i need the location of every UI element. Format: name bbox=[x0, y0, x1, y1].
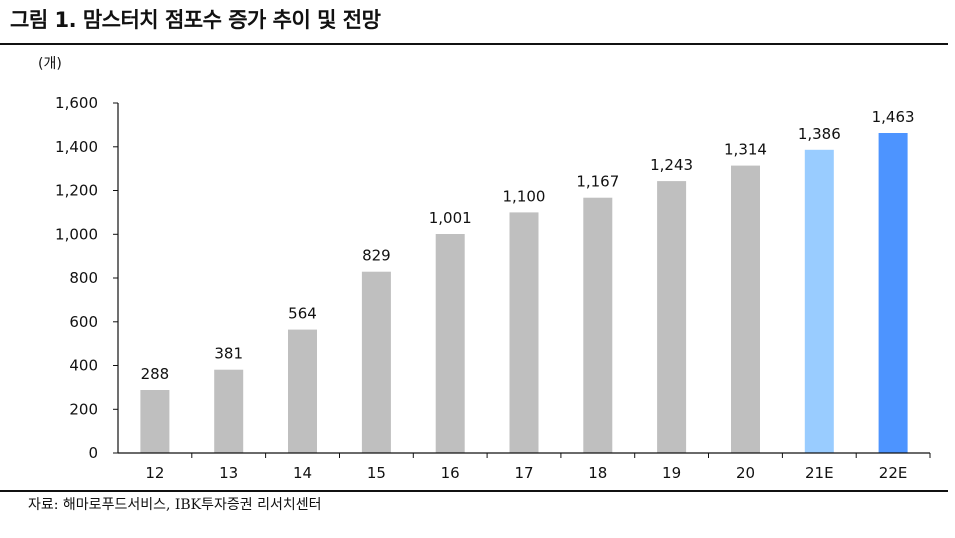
x-tick-label-21E: 21E bbox=[805, 464, 834, 482]
y-tick-label-600: 600 bbox=[69, 313, 98, 331]
y-tick-label-1000: 1,000 bbox=[55, 225, 98, 243]
bar-14 bbox=[288, 329, 317, 453]
bar-20 bbox=[731, 165, 760, 453]
x-tick-label-22E: 22E bbox=[879, 464, 908, 482]
x-tick-label-16: 16 bbox=[441, 464, 460, 482]
x-tick-label-17: 17 bbox=[514, 464, 533, 482]
value-label-18: 1,167 bbox=[576, 173, 619, 191]
y-tick-label-1400: 1,400 bbox=[55, 138, 98, 156]
y-tick-label-1200: 1,200 bbox=[55, 182, 98, 200]
source-note: 자료: 해마로푸드서비스, IBK투자증권 리서치센터 bbox=[28, 497, 322, 513]
value-label-19: 1,243 bbox=[650, 156, 693, 174]
bar-13 bbox=[214, 369, 244, 453]
x-tick-label-19: 19 bbox=[662, 464, 681, 482]
bar-18 bbox=[583, 197, 613, 453]
figure-title: 그림 1. 맘스터치 점포수 증가 추이 및 전망 bbox=[10, 8, 381, 32]
bar-17 bbox=[509, 212, 539, 453]
value-label-14: 564 bbox=[288, 305, 317, 323]
value-label-16: 1,001 bbox=[429, 209, 472, 227]
y-tick-label-200: 200 bbox=[69, 400, 98, 418]
value-label-13: 381 bbox=[214, 345, 243, 363]
bar-19 bbox=[657, 181, 687, 453]
x-tick-label-20: 20 bbox=[736, 464, 755, 482]
bar-16 bbox=[435, 234, 465, 453]
x-tick-label-18: 18 bbox=[588, 464, 607, 482]
bar-12 bbox=[140, 390, 170, 453]
y-axis-unit-label: (개) bbox=[38, 56, 62, 72]
value-label-15: 829 bbox=[362, 247, 391, 265]
bar-22E bbox=[878, 133, 908, 453]
value-label-12: 288 bbox=[141, 365, 170, 383]
x-tick-label-14: 14 bbox=[293, 464, 312, 482]
value-label-22E: 1,463 bbox=[872, 108, 915, 126]
y-tick-label-400: 400 bbox=[69, 357, 98, 375]
y-tick-label-800: 800 bbox=[69, 269, 98, 287]
y-tick-label-0: 0 bbox=[88, 444, 98, 462]
y-tick-label-1600: 1,600 bbox=[55, 94, 98, 112]
value-label-20: 1,314 bbox=[724, 141, 767, 159]
title-rule bbox=[0, 43, 948, 45]
value-label-21E: 1,386 bbox=[798, 125, 841, 143]
x-tick-label-12: 12 bbox=[145, 464, 164, 482]
x-tick-label-15: 15 bbox=[367, 464, 386, 482]
x-tick-label-13: 13 bbox=[219, 464, 238, 482]
bar-15 bbox=[361, 271, 391, 453]
footer-rule bbox=[0, 490, 948, 492]
value-label-17: 1,100 bbox=[503, 187, 546, 205]
bar-21E bbox=[804, 149, 834, 454]
